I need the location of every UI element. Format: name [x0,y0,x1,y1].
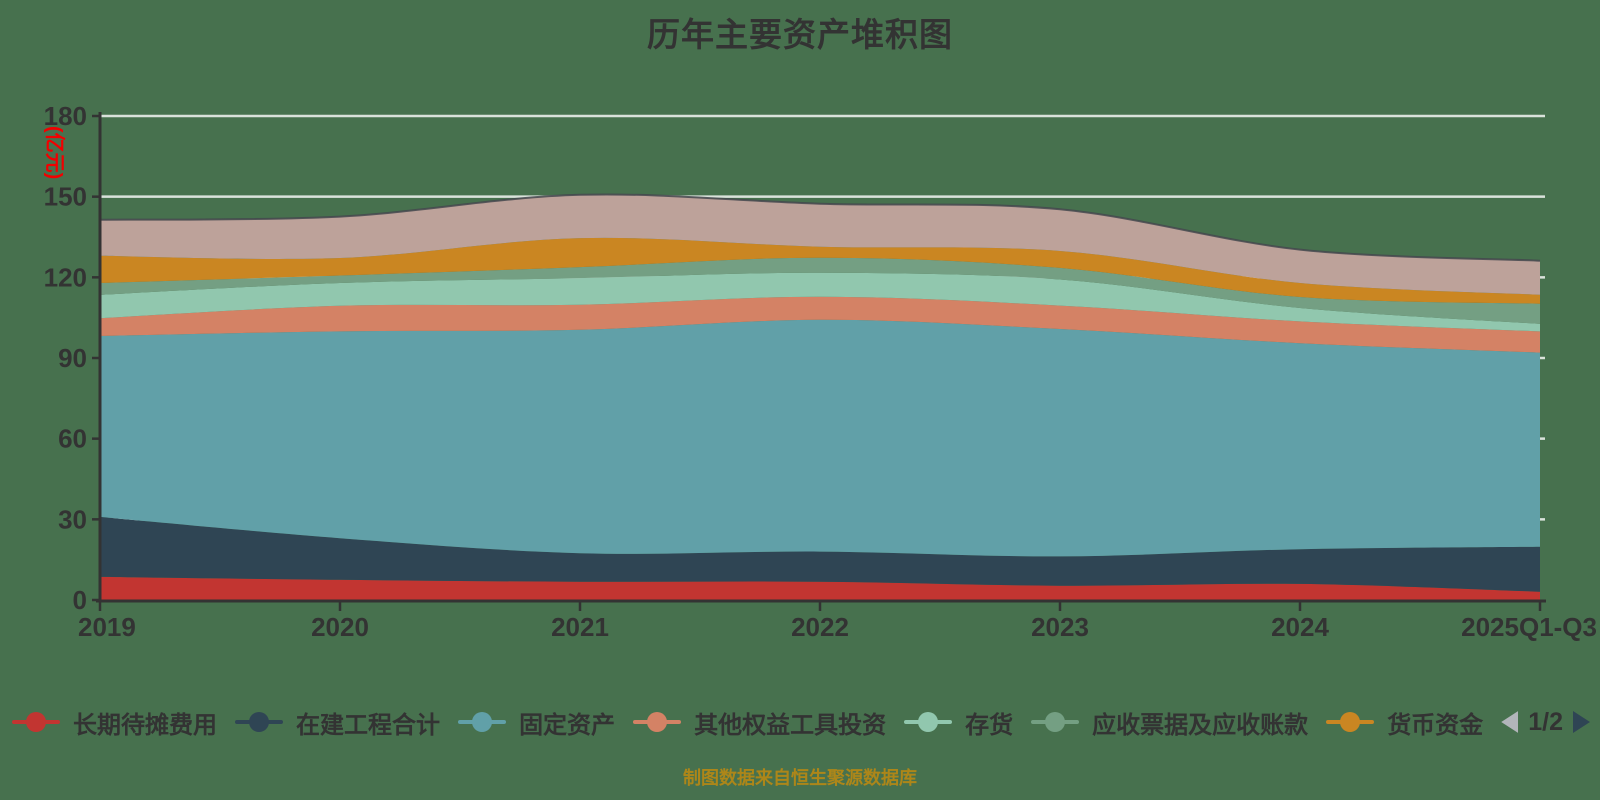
area-series-3 [100,296,1540,353]
y-axis-labels: 0 30 60 90 120 150 180 [44,101,100,615]
svg-text:2022: 2022 [791,612,849,642]
stacked-areas [100,194,1540,600]
area-series-1 [100,516,1540,592]
svg-text:0: 0 [73,585,87,615]
legend-prev-arrow-icon[interactable] [1501,711,1519,733]
circle-marker-icon [26,712,46,732]
svg-text:180: 180 [44,101,87,131]
legend-marker [12,711,60,733]
legend-item-notes-accounts-receivable[interactable]: 应收票据及应收账款 [1031,705,1308,740]
svg-text:2024: 2024 [1271,612,1329,642]
circle-marker-icon [1340,712,1361,732]
chart-title: 历年主要资产堆积图 [647,16,953,53]
legend-marker [904,711,953,733]
area-series-0 [100,576,1540,600]
area-series-7 [100,194,1540,295]
legend-label: 其他权益工具投资 [694,711,887,739]
data-source-note: 制图数据来自恒生聚源数据库 [683,768,917,788]
legend-label: 货币资金 [1387,711,1484,739]
area-series-4 [100,272,1540,332]
legend-label: 固定资产 [519,711,616,739]
svg-text:2023: 2023 [1031,612,1089,642]
circle-marker-icon [647,712,668,732]
svg-text:2020: 2020 [311,612,369,642]
legend-label: 应收票据及应收账款 [1092,711,1309,739]
legend-marker [458,711,507,733]
area-series-5 [100,257,1540,324]
stacked-area-chart: 0 30 60 90 120 150 180 2019 2020 2021 2022 2023 2024… [43,101,1597,642]
legend-item-construction-in-progress[interactable]: 在建工程合计 [235,705,440,740]
svg-text:30: 30 [58,504,87,534]
area-series-6 [100,237,1540,304]
legend-item-inventory[interactable]: 存货 [904,705,1013,740]
legend-marker [1031,711,1080,733]
svg-text:2021: 2021 [551,612,609,642]
svg-text:2025Q1-Q3: 2025Q1-Q3 [1461,612,1597,642]
legend-label: 存货 [965,711,1014,739]
svg-text:90: 90 [58,343,87,373]
legend-marker [235,711,284,733]
svg-text:2019: 2019 [78,612,136,642]
legend-label: 长期待摊费用 [73,711,217,739]
y-axis-unit-label: (亿元) [43,126,67,179]
circle-marker-icon [1045,712,1066,732]
legend-page-indicator: 1/2 [1528,707,1563,736]
svg-text:120: 120 [44,262,87,292]
legend-pager: 1/2 [1501,708,1590,737]
legend-item-fixed-assets[interactable]: 固定资产 [458,705,615,740]
circle-marker-icon [249,712,270,732]
legend-item-other-equity-investments[interactable]: 其他权益工具投资 [633,705,886,740]
legend-marker [633,711,682,733]
legend-label: 在建工程合计 [296,711,441,739]
legend-next-arrow-icon[interactable] [1572,711,1590,733]
circle-marker-icon [472,712,493,732]
legend-item-cash[interactable]: 货币资金 [1326,705,1483,740]
legend-bar: 长期待摊费用 在建工程合计 固定资产 其他权益工具投资 [12,700,1590,744]
x-axis-labels: 2019 2020 2021 2022 2023 2024 2025Q1-Q3 [78,602,1597,642]
svg-text:150: 150 [44,182,87,212]
legend-item-deferred-expenses[interactable]: 长期待摊费用 [12,705,217,740]
circle-marker-icon [918,712,939,732]
stack-top-line [99,193,1541,262]
area-series-2 [100,319,1540,557]
svg-text:60: 60 [58,424,87,454]
legend-marker [1326,711,1375,733]
